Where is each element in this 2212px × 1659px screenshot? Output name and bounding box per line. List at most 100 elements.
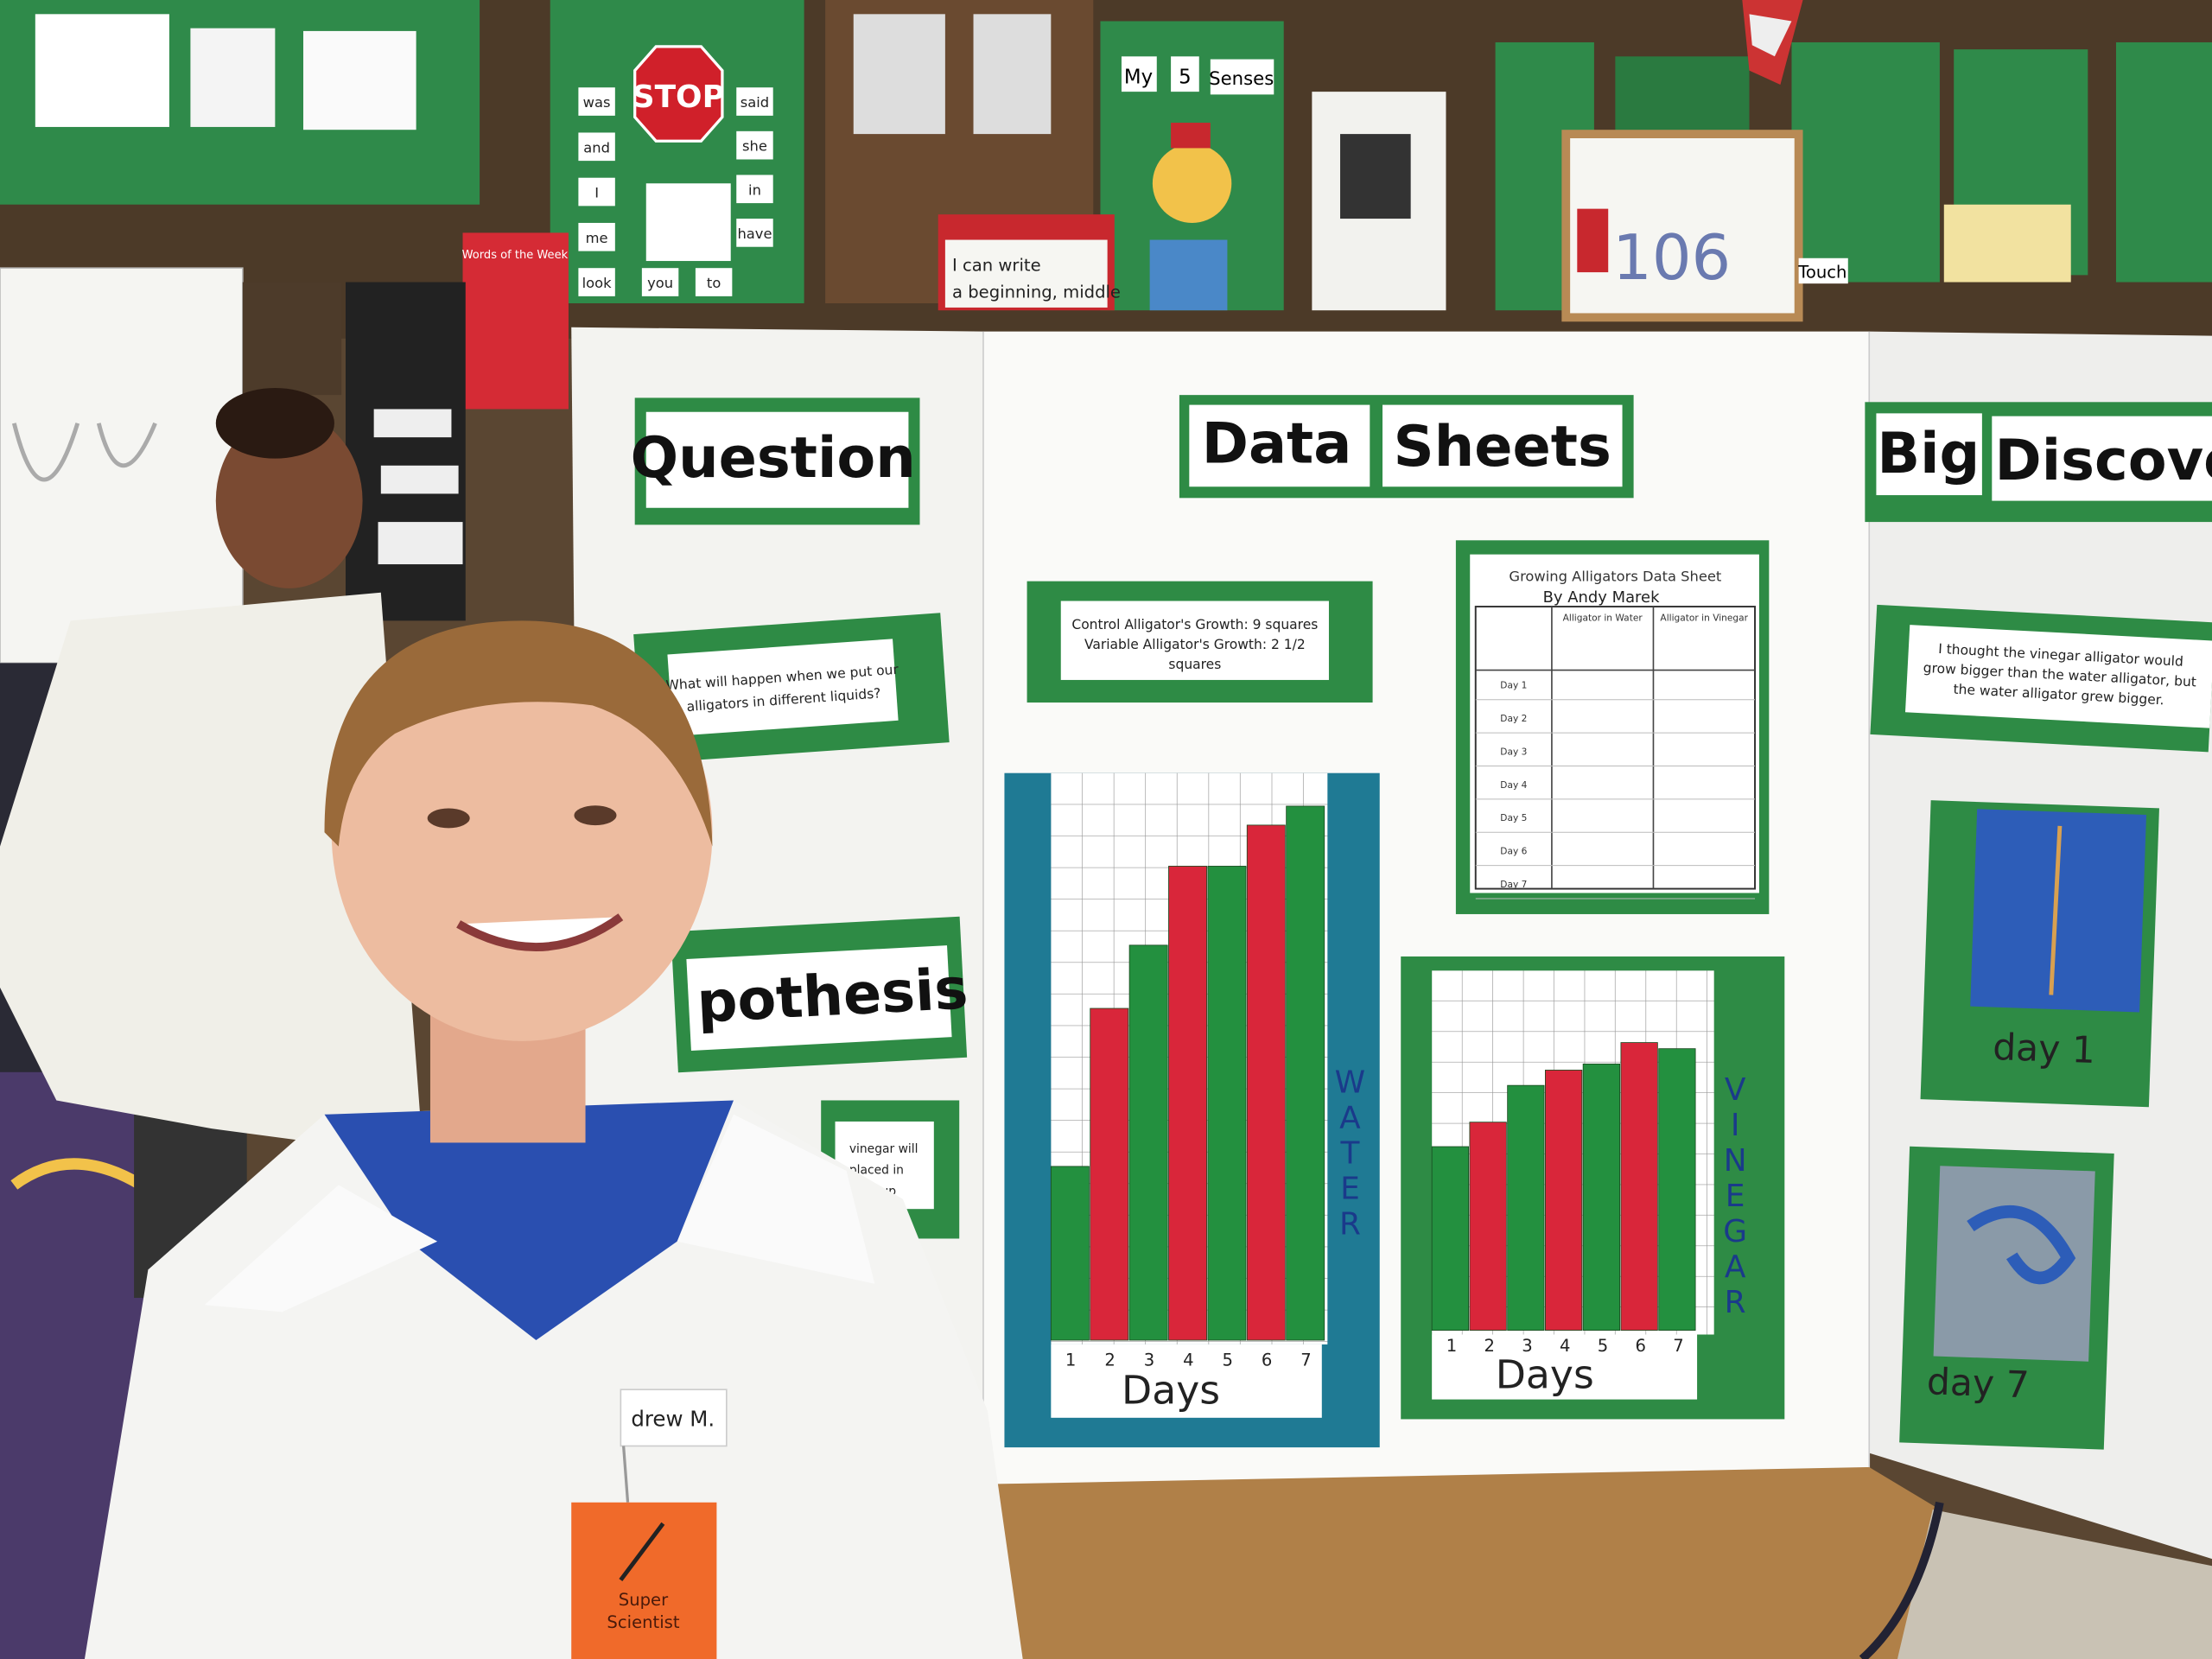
bars: 1 2 3 4 5 6 7 1 2 3 4 5 6 7 (1050, 805, 1696, 1370)
shape (1577, 208, 1609, 273)
sheet-column: Alligator in Vinegar (1660, 612, 1748, 623)
day-label: 5 (1223, 1350, 1233, 1370)
shape (1943, 204, 2071, 283)
word-card-text: look (582, 275, 612, 291)
word-card (695, 268, 733, 296)
shape (1051, 1344, 1322, 1418)
senses-word: 5 (1179, 66, 1192, 88)
sheet-row-label: Day 1 (1500, 680, 1527, 691)
day-label: 6 (1262, 1350, 1272, 1370)
shape (462, 232, 569, 410)
growth-note: Variable Alligator's Growth: 2 1/2 (1084, 637, 1306, 652)
shape (1470, 554, 1759, 893)
shape (11, 422, 157, 482)
bar (1207, 866, 1247, 1341)
bar (1050, 1166, 1090, 1341)
word-card (736, 87, 773, 116)
shape (944, 239, 1108, 308)
day-label: 7 (1300, 1350, 1311, 1370)
shape (1171, 123, 1211, 149)
growth-note: Control Alligator's Growth: 9 squares (1071, 617, 1318, 632)
shape (1798, 257, 1848, 284)
badge: Scientist (607, 1612, 679, 1632)
shape (1210, 59, 1274, 95)
counter: 106 (1612, 221, 1731, 294)
shape (667, 639, 899, 737)
shape: What will happen when we put our alligat… (633, 613, 950, 764)
shape (1149, 239, 1228, 311)
shape (427, 808, 470, 829)
bar (1090, 1007, 1129, 1341)
shape (853, 14, 945, 135)
shape (324, 620, 713, 847)
shape (1340, 134, 1411, 219)
shape (571, 1502, 717, 1659)
shape (645, 411, 909, 508)
hypothesis-heading: pothesis (696, 956, 969, 1035)
bar (1507, 1084, 1545, 1332)
sheet-row-label: Day 4 (1500, 779, 1527, 791)
word-card-text: was (583, 94, 611, 111)
shape (215, 413, 363, 588)
sheet-row-label: Day 6 (1500, 846, 1527, 857)
shape (1992, 416, 2212, 501)
shape (331, 623, 713, 1041)
big-heading: Big (1877, 421, 1980, 486)
shape (204, 1185, 438, 1313)
sentence-card: I can write (952, 255, 1041, 275)
sentence-card: a beginning, middle (952, 282, 1121, 302)
senses-word: My (1124, 66, 1153, 88)
shape (620, 1389, 728, 1447)
bar (1246, 824, 1286, 1341)
word-card (578, 87, 615, 116)
day-label: 5 (1598, 1336, 1608, 1356)
vinegar-axis-label: Days (1496, 1352, 1594, 1398)
word-card (736, 130, 773, 160)
word-card (736, 219, 773, 247)
shape (1967, 1205, 2076, 1285)
shape (1121, 56, 1157, 92)
shape (1970, 809, 2146, 1013)
sheet-row-label: Day 7 (1500, 879, 1527, 890)
touch-card: Touch (1797, 263, 1847, 283)
bar (1431, 1146, 1470, 1331)
shape (622, 1446, 630, 1503)
discovery-heading: Discove (1995, 428, 2212, 493)
word-card-text: and (583, 139, 610, 156)
shape (1171, 56, 1199, 92)
sheet-rows: Day 1 Day 2 Day 3 Day 4 Day 5 Day 6 Day 7 (1475, 680, 1756, 899)
shape (303, 30, 416, 130)
shape (215, 387, 334, 459)
data-heading: Data (1202, 411, 1352, 477)
word-card (578, 222, 615, 251)
day-label: 7 (1673, 1336, 1683, 1356)
words-of-week: Words of the Week (462, 249, 569, 262)
day-label: 6 (1636, 1336, 1646, 1356)
shape (619, 1522, 665, 1582)
day-label: 4 (1183, 1350, 1193, 1370)
shape (378, 522, 463, 565)
hypothesis-text: placed in (849, 1163, 904, 1177)
day-label: 4 (1560, 1336, 1570, 1356)
shape (686, 945, 952, 1051)
word-card (736, 175, 773, 204)
shape (1905, 625, 2212, 728)
word-card (578, 268, 615, 296)
bar (1620, 1042, 1658, 1332)
day-label: 3 (1144, 1350, 1154, 1370)
day-label: 3 (1522, 1336, 1532, 1356)
sheet-column: Alligator in Water (1563, 612, 1643, 623)
shape (346, 282, 466, 621)
word-card-text: said (741, 94, 769, 111)
senses-word: Senses (1209, 68, 1274, 90)
word-card-text: in (748, 181, 761, 198)
shape (10, 1158, 144, 1191)
vinegar-label: VINEGAR (1718, 1072, 1753, 1320)
word-card-text: she (742, 138, 767, 155)
word-card (641, 268, 679, 296)
sheet-row-label: Day 5 (1500, 812, 1527, 823)
bar (1286, 805, 1325, 1341)
day-label: 1 (1446, 1336, 1457, 1356)
